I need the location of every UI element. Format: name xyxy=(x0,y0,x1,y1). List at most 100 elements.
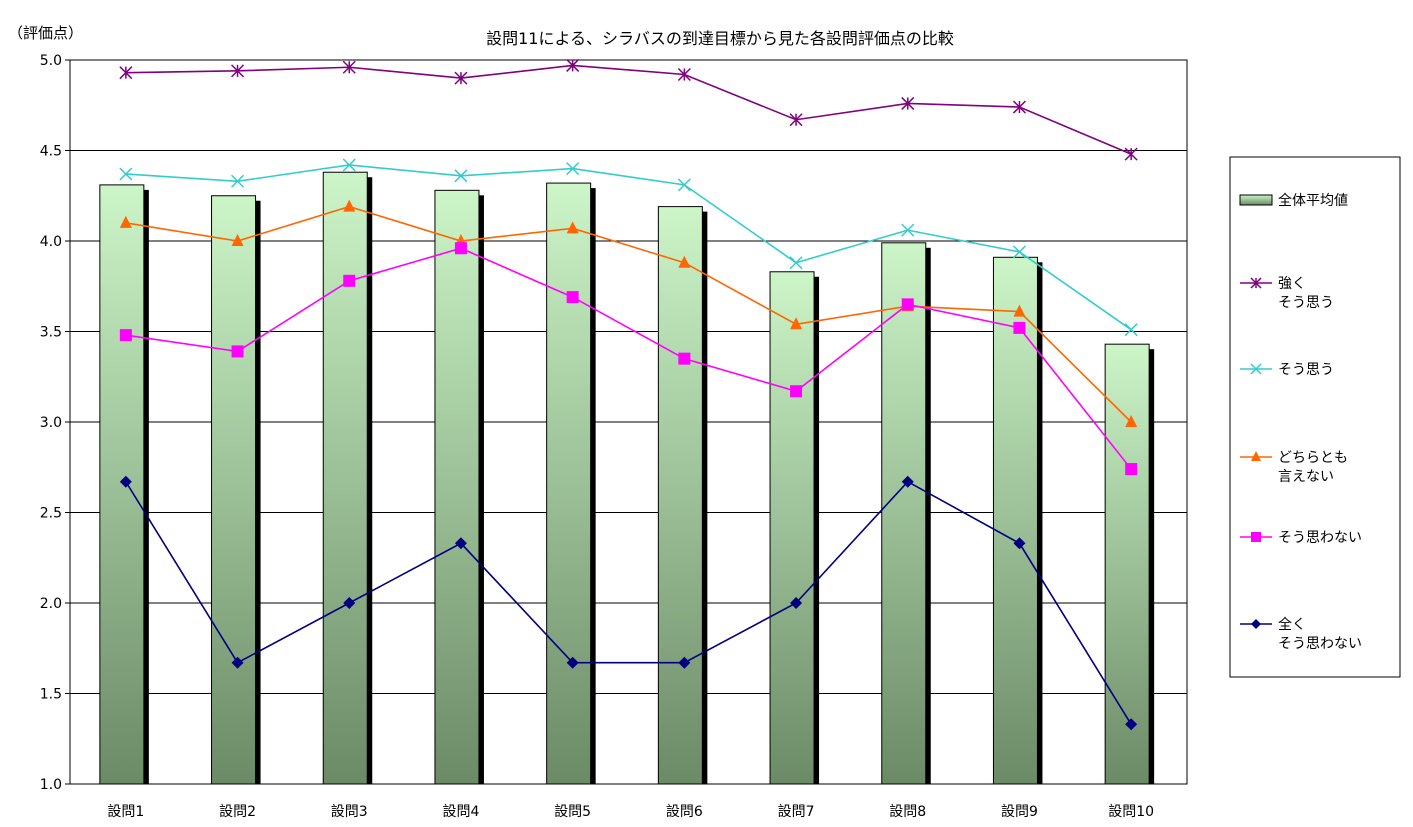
series-line xyxy=(125,247,1132,470)
chart-title: 設問11による、シラバスの到達目標から見た各設問評価点の比較 xyxy=(486,29,954,48)
point-marker xyxy=(789,256,803,270)
legend-label: 言えない xyxy=(1278,469,1334,485)
line-series xyxy=(119,58,1138,731)
y-tick-label: 4.5 xyxy=(40,144,62,160)
point-marker xyxy=(1013,304,1026,317)
legend-label: どちらとも xyxy=(1278,450,1348,466)
x-tick-label: 設問4 xyxy=(442,804,479,820)
point-marker xyxy=(677,67,691,82)
bar xyxy=(881,242,927,785)
legend-label: そう思わない xyxy=(1278,530,1362,546)
y-tick-label: 3.0 xyxy=(40,415,62,431)
point-marker xyxy=(119,329,132,342)
bar xyxy=(99,184,145,785)
point-marker xyxy=(677,178,691,192)
point-marker xyxy=(1124,147,1138,161)
point-marker xyxy=(454,242,467,255)
point-marker xyxy=(901,223,915,237)
point-marker xyxy=(790,385,803,398)
bar xyxy=(657,206,703,785)
bar xyxy=(211,195,257,785)
point-marker xyxy=(1124,323,1138,337)
point-marker xyxy=(1125,718,1138,731)
bar xyxy=(322,171,368,785)
bar xyxy=(434,189,480,785)
point-marker xyxy=(678,255,691,268)
point-marker xyxy=(1251,619,1261,629)
point-marker xyxy=(566,291,579,304)
legend-label: そう思わない xyxy=(1278,636,1362,652)
point-marker xyxy=(1012,245,1026,259)
series-line xyxy=(125,480,1132,725)
y-tick-label: 2.0 xyxy=(40,596,62,612)
point-marker xyxy=(231,234,244,246)
series-line xyxy=(125,64,1132,155)
series-line xyxy=(125,164,1132,331)
point-marker xyxy=(1251,532,1261,542)
y-tick-label: 3.5 xyxy=(40,325,62,341)
point-marker xyxy=(342,158,356,172)
point-marker xyxy=(566,162,580,176)
point-marker xyxy=(343,597,356,609)
point-marker xyxy=(901,96,915,110)
x-tick-label: 設問1 xyxy=(107,804,144,820)
x-tick-label: 設問6 xyxy=(666,804,703,820)
bar-series xyxy=(99,171,1155,785)
point-marker xyxy=(231,345,244,358)
y-tick-label: 5.0 xyxy=(40,53,62,69)
point-marker xyxy=(231,64,245,78)
point-marker xyxy=(678,352,691,365)
point-marker xyxy=(119,215,132,228)
x-tick-label: 設問5 xyxy=(554,804,591,820)
legend-label: そう思う xyxy=(1278,362,1334,378)
point-marker xyxy=(454,537,467,550)
legend-item: そう思う xyxy=(1240,362,1334,378)
x-tick-label: 設問8 xyxy=(889,804,926,820)
series-line xyxy=(125,205,1132,423)
x-tick-label: 設問9 xyxy=(1001,804,1038,820)
point-marker xyxy=(790,317,803,330)
x-tick-label: 設問3 xyxy=(331,804,368,820)
point-marker xyxy=(901,475,914,488)
point-marker xyxy=(454,169,468,183)
legend-box xyxy=(1229,156,1401,678)
point-marker xyxy=(119,475,132,488)
legend-item: 全体平均値 xyxy=(1239,192,1348,209)
point-marker xyxy=(1251,451,1261,461)
point-marker xyxy=(343,199,356,212)
y-tick-label: 1.5 xyxy=(40,687,62,703)
point-marker xyxy=(566,58,580,72)
point-marker xyxy=(1125,463,1138,476)
point-marker xyxy=(678,656,691,669)
point-marker xyxy=(1250,363,1262,375)
point-marker xyxy=(566,656,579,669)
point-marker xyxy=(119,167,133,181)
point-marker xyxy=(343,274,356,287)
x-tick-label: 設問7 xyxy=(778,804,815,820)
bar xyxy=(546,182,592,785)
point-marker xyxy=(119,66,133,80)
point-marker xyxy=(901,298,914,311)
point-marker xyxy=(790,597,803,609)
x-tick-label: 設問10 xyxy=(1108,804,1154,820)
y-tick-label: 2.5 xyxy=(40,506,62,522)
point-marker xyxy=(1250,277,1262,289)
bar xyxy=(769,271,815,785)
point-marker xyxy=(231,656,244,669)
y-axis-label: （評価点） xyxy=(8,24,83,42)
point-marker xyxy=(231,174,245,188)
point-marker xyxy=(1012,100,1026,114)
legend-swatch xyxy=(1239,194,1273,206)
bar xyxy=(992,256,1038,785)
x-tick-label: 設問2 xyxy=(219,804,256,820)
point-marker xyxy=(566,221,579,234)
point-marker xyxy=(342,60,356,74)
y-tick-label: 4.0 xyxy=(40,234,62,250)
axes: 1.0 1.5 2.0 2.5 3.0 3.5 4.0 4.5 5.0 設問1 設問2 設問3 設問4 設… xyxy=(40,53,1154,820)
point-marker xyxy=(1013,321,1026,334)
